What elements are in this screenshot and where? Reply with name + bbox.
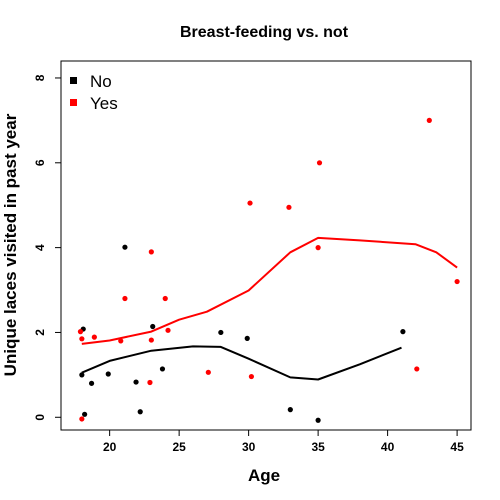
point-no (218, 329, 224, 336)
point-no (159, 366, 166, 372)
point-yes (77, 329, 84, 335)
x-axis-label: Age (248, 466, 280, 485)
point-yes (122, 295, 128, 302)
legend-label-no: No (90, 72, 112, 91)
point-no (105, 371, 111, 377)
legend: No Yes (70, 72, 118, 113)
point-yes (414, 366, 420, 372)
x-tick-label: 35 (311, 440, 325, 454)
point-yes (79, 416, 85, 422)
point-yes (248, 373, 255, 380)
x-tick-label: 30 (242, 440, 256, 454)
y-axis: 0 2 4 6 8 (33, 74, 61, 421)
x-tick-label: 25 (172, 440, 186, 454)
legend-swatch-yes (70, 99, 77, 106)
point-yes (118, 338, 124, 344)
x-axis: 20 25 30 35 40 45 (103, 430, 464, 454)
point-yes (162, 295, 168, 302)
point-yes (91, 334, 97, 340)
legend-swatch-no (70, 77, 77, 84)
point-yes (286, 204, 292, 210)
point-no (287, 407, 293, 413)
point-no (150, 323, 156, 330)
point-yes (147, 379, 153, 386)
point-no (79, 372, 85, 378)
y-axis-label: Unique laces visited in past year (1, 113, 20, 376)
smooth-line-no (81, 345, 402, 381)
point-yes (148, 249, 154, 255)
point-yes (247, 200, 253, 206)
y-tick-label: 4 (33, 244, 47, 251)
point-yes (165, 327, 171, 333)
y-tick-label: 2 (33, 329, 47, 336)
point-yes (79, 336, 85, 342)
point-no (137, 409, 143, 415)
point-no (133, 379, 139, 385)
x-tick-label: 40 (381, 440, 395, 454)
legend-label-yes: Yes (90, 94, 118, 113)
point-no (122, 244, 128, 250)
point-no (82, 411, 88, 417)
point-yes (148, 337, 154, 343)
x-tick-label: 45 (450, 440, 464, 454)
point-no (400, 329, 406, 335)
data-points (77, 117, 460, 423)
chart-title: Breast-feeding vs. not (180, 24, 349, 41)
point-no (88, 380, 95, 386)
smooth-lines (81, 236, 458, 381)
point-no (244, 335, 250, 341)
point-yes (454, 278, 460, 285)
y-tick-label: 6 (33, 159, 47, 166)
x-tick-label: 20 (103, 440, 117, 454)
plot-frame (60, 60, 472, 431)
point-no (315, 417, 321, 423)
y-tick-label: 8 (33, 74, 47, 81)
point-yes (205, 369, 211, 375)
point-yes (316, 160, 323, 166)
point-yes (426, 117, 432, 123)
smooth-line-yes (81, 236, 458, 345)
y-tick-label: 0 (33, 414, 47, 421)
point-yes (315, 245, 321, 251)
